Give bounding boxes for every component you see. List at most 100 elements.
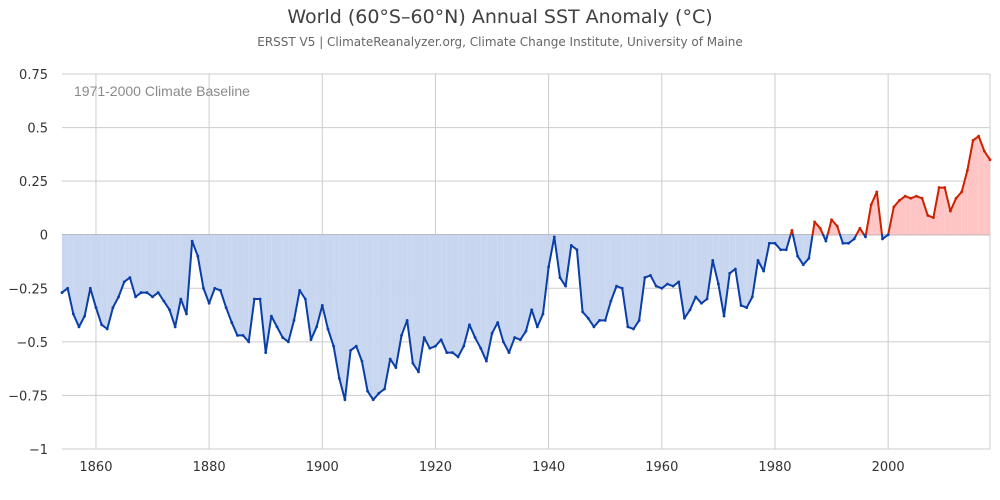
data-point: [417, 370, 420, 374]
axis-layer: −1 −0.75 −0.5 −0.25 0 0.25 0.5 0.75 1860 1880 1900…: [8, 68, 905, 475]
series-line-negative: [366, 390, 375, 401]
series-line-negative: [389, 358, 397, 369]
series-line-negative: [587, 317, 595, 328]
negative-anomaly-fill: [424, 234, 430, 349]
series-line-negative: [734, 268, 743, 307]
negative-anomaly-fill: [644, 234, 651, 278]
series-line-negative: [326, 328, 335, 348]
x-tick-label: 1860: [79, 460, 112, 475]
data-point: [252, 297, 256, 301]
negative-anomaly-fill: [220, 234, 227, 308]
data-point: [620, 286, 624, 290]
series-line-negative: [564, 244, 573, 288]
series-line-negative: [717, 283, 726, 318]
series-line-negative: [807, 233, 814, 260]
positive-anomaly-fill: [939, 187, 945, 235]
series-line-negative: [723, 272, 731, 318]
negative-anomaly-fill: [780, 234, 787, 250]
data-point: [739, 304, 743, 307]
series-line-negative: [706, 259, 714, 300]
data-point: [790, 229, 794, 232]
x-tick-label: 2000: [872, 460, 905, 475]
line-layer: [60, 134, 992, 402]
positive-anomaly-fill: [910, 196, 917, 235]
series-line-negative: [304, 298, 312, 341]
data-point: [230, 321, 234, 324]
data-point: [541, 312, 545, 316]
y-tick-label: −0.5: [16, 336, 48, 351]
data-point: [292, 319, 296, 322]
series-line-positive: [949, 197, 958, 213]
data-point: [835, 224, 839, 228]
negative-anomaly-fill: [243, 234, 249, 342]
series-line-negative: [508, 336, 516, 354]
series-line-positive: [921, 197, 929, 217]
series-line-negative: [609, 285, 618, 303]
data-point: [671, 284, 675, 288]
series-line-negative: [462, 323, 471, 348]
series-line-negative: [270, 315, 279, 328]
negative-anomaly-fill: [701, 234, 708, 304]
series-line-negative: [230, 321, 239, 337]
series-line-negative: [168, 308, 177, 328]
series-line-negative: [474, 336, 482, 350]
negative-anomaly-fill: [684, 234, 691, 319]
negative-anomaly-fill: [163, 234, 170, 310]
data-point: [722, 314, 726, 318]
series-line-negative: [66, 287, 75, 315]
series-line-negative: [711, 259, 720, 285]
series-line-negative: [332, 345, 341, 380]
data-point: [875, 190, 879, 194]
x-tick-label: 1960: [645, 460, 678, 475]
data-point: [909, 196, 913, 200]
data-point: [134, 295, 137, 299]
series-line-positive: [836, 225, 842, 236]
negative-anomaly-fill: [152, 234, 159, 297]
positive-anomaly-fill: [978, 136, 985, 235]
data-point: [111, 306, 115, 309]
negative-anomaly-fill: [378, 234, 385, 394]
negative-anomaly-fill: [248, 234, 255, 342]
data-point: [513, 336, 517, 339]
data-point: [750, 295, 754, 299]
data-point: [841, 241, 845, 245]
series-line-positive: [892, 199, 901, 208]
series-line-negative: [321, 304, 329, 330]
series-line-negative: [77, 315, 86, 328]
x-tick-label: 1900: [306, 460, 339, 475]
series-line-negative: [581, 310, 590, 320]
negative-anomaly-fill: [458, 234, 464, 357]
data-point: [405, 319, 409, 322]
data-point: [943, 186, 947, 189]
series-line-negative: [479, 347, 488, 363]
series-line-negative: [117, 280, 126, 298]
negative-anomaly-fill: [712, 234, 719, 284]
series-line-positive: [813, 220, 822, 230]
negative-anomaly-fill: [418, 234, 425, 372]
series-line-positive: [955, 190, 963, 200]
negative-anomaly-fill: [673, 234, 679, 287]
negative-anomaly-fill: [260, 234, 266, 353]
negative-anomaly-fill: [412, 234, 419, 372]
positive-anomaly-fill: [905, 196, 911, 235]
series-line-negative: [72, 313, 80, 328]
data-point: [688, 308, 692, 312]
negative-anomaly-fill: [146, 234, 153, 297]
data-point: [779, 248, 783, 252]
series-line-positive: [826, 218, 833, 236]
data-point: [518, 338, 522, 342]
series-line-negative: [264, 315, 273, 354]
data-point: [422, 336, 426, 339]
series-line-negative: [791, 233, 799, 258]
data-point: [535, 325, 539, 329]
negative-anomaly-fill: [254, 234, 261, 299]
negative-anomaly-fill: [599, 234, 606, 321]
series-line-negative: [247, 298, 256, 343]
negative-anomaly-fill: [616, 234, 623, 289]
data-point: [807, 256, 811, 260]
series-line-negative: [802, 257, 810, 266]
data-point: [581, 310, 584, 314]
negative-anomaly-fill: [390, 234, 396, 368]
data-point: [439, 338, 443, 342]
series-line-negative: [179, 298, 188, 315]
